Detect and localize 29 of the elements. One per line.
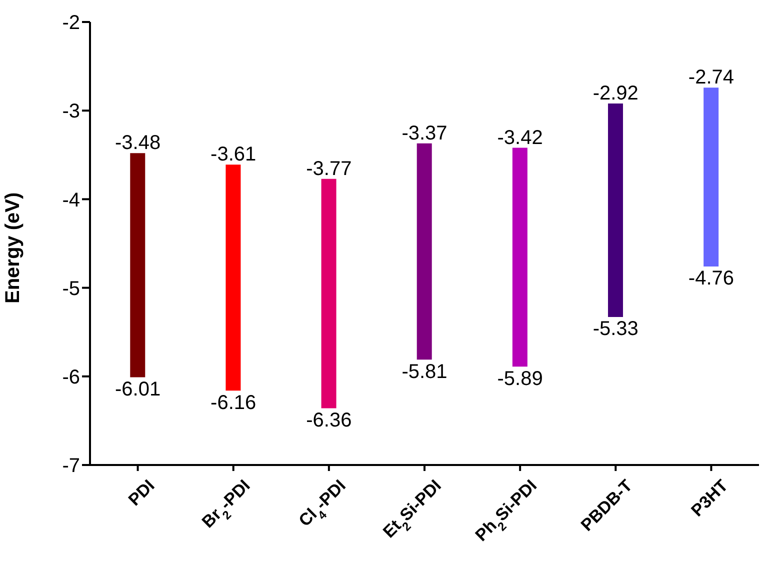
- y-tick-label: -6: [62, 366, 80, 388]
- annotation: -4.76: [688, 268, 734, 290]
- annotation: -2.92: [592, 82, 638, 105]
- y-axis-title: Energy (eV): [2, 192, 24, 304]
- annotation: -2.74: [688, 66, 734, 89]
- annotation: -6.36: [306, 409, 352, 432]
- y-tick-label: -5: [62, 278, 80, 300]
- bar: [416, 143, 432, 360]
- annotation: -5.33: [592, 318, 638, 340]
- annotation: -3.42: [497, 126, 543, 149]
- bar: [321, 178, 336, 408]
- annotation: -3.37: [402, 122, 448, 144]
- bar: [226, 164, 241, 391]
- y-tick-label: -7: [62, 455, 80, 478]
- annotation: -3.61: [210, 144, 256, 166]
- y-tick-label: -2: [62, 12, 80, 34]
- x-tick-label: PDI: [124, 476, 158, 510]
- y-tick-label: -3: [62, 100, 80, 123]
- annotation: -5.89: [497, 368, 543, 390]
- annotation: -3.48: [114, 132, 161, 154]
- bar: [512, 148, 528, 367]
- y-tick-label: -4: [62, 189, 80, 212]
- annotation: -6.16: [210, 392, 256, 414]
- annotation: -3.77: [306, 158, 352, 180]
- annotation: -6.01: [114, 378, 161, 400]
- bar: [704, 88, 719, 267]
- bar: [130, 153, 146, 378]
- bar: [608, 104, 623, 318]
- annotation: -5.81: [402, 360, 448, 383]
